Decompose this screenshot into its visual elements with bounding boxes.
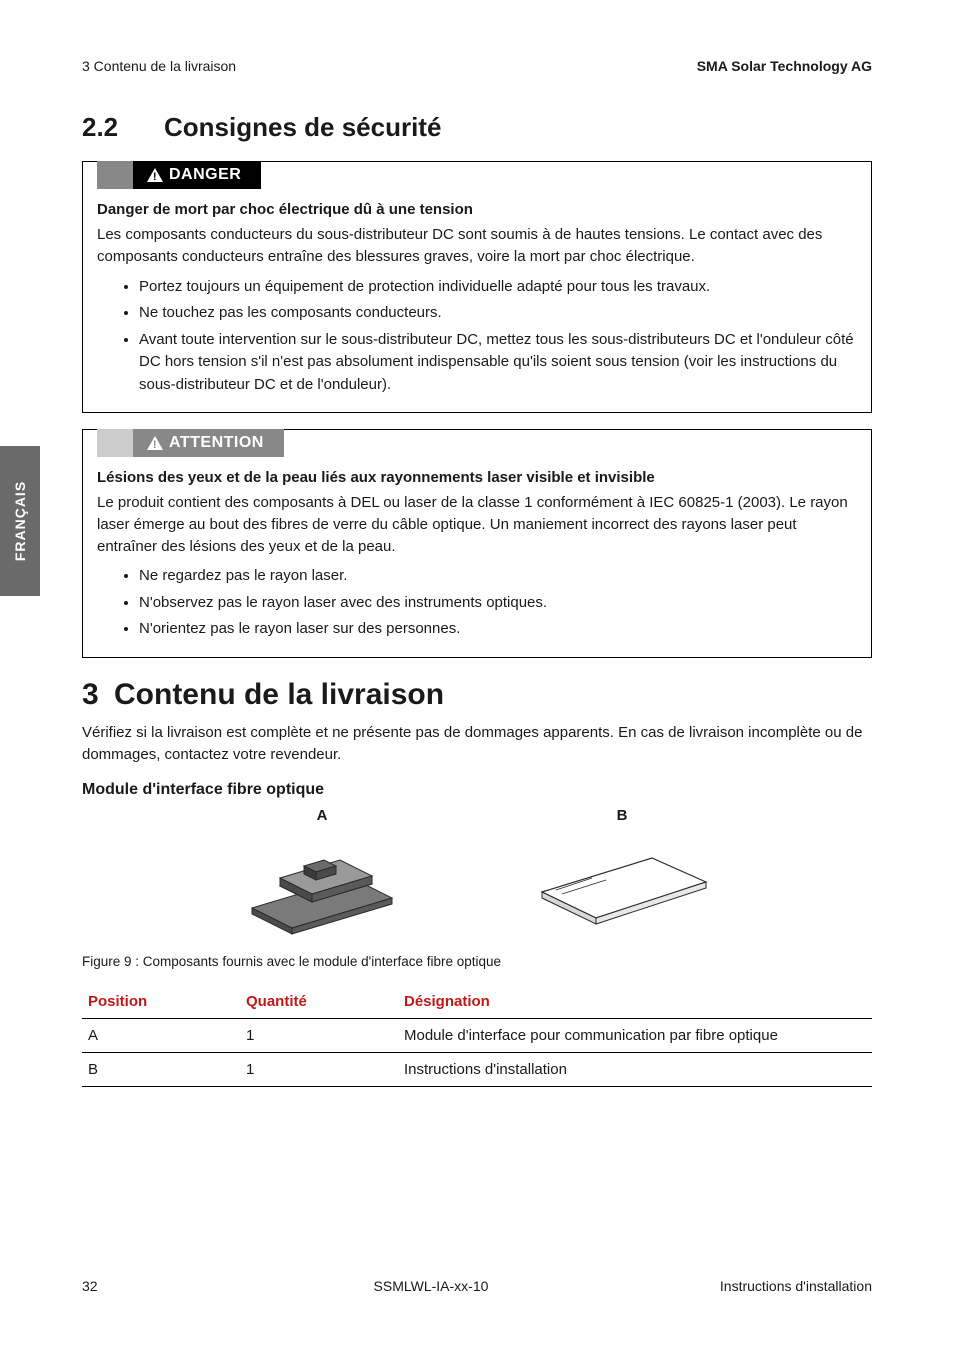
danger-body: Danger de mort par choc électrique dû à … — [97, 201, 857, 396]
col-designation: Désignation — [398, 985, 872, 1019]
attention-body: Lésions des yeux et de la peau liés aux … — [97, 469, 857, 641]
warning-triangle-icon: ! — [147, 436, 163, 450]
danger-bullet: Portez toujours un équipement de protect… — [139, 276, 857, 299]
svg-text:!: ! — [153, 171, 157, 182]
danger-header: ! DANGER — [97, 161, 261, 189]
cell-quantity: 1 — [240, 1019, 398, 1053]
running-header: 3 Contenu de la livraison SMA Solar Tech… — [82, 58, 872, 74]
cell-position: B — [82, 1053, 240, 1087]
danger-box: ! DANGER Danger de mort par choc électri… — [82, 161, 872, 413]
heading-2-2-number: 2.2 — [82, 112, 164, 143]
section-3-intro: Vérifiez si la livraison est complète et… — [82, 722, 872, 766]
heading-3-number: 3 — [82, 678, 114, 712]
page-content: 3 Contenu de la livraison SMA Solar Tech… — [0, 0, 954, 1087]
figure-9: A B — [82, 807, 872, 940]
attention-title: Lésions des yeux et de la peau liés aux … — [97, 469, 857, 486]
danger-bullets: Portez toujours un équipement de protect… — [97, 276, 857, 397]
col-quantity: Quantité — [240, 985, 398, 1019]
figure-9-item-b: B — [522, 807, 722, 940]
danger-bullet: Avant toute intervention sur le sous-dis… — [139, 329, 857, 397]
doc-id: SSMLWL-IA-xx-10 — [374, 1278, 489, 1294]
subheading-module: Module d'interface fibre optique — [82, 781, 872, 799]
page-number: 32 — [82, 1278, 142, 1294]
table-row: A 1 Module d'interface pour communicatio… — [82, 1019, 872, 1053]
danger-bullet: Ne touchez pas les composants conducteur… — [139, 302, 857, 325]
delivery-table: Position Quantité Désignation A 1 Module… — [82, 985, 872, 1087]
attention-header: ! ATTENTION — [97, 429, 284, 457]
heading-3: 3Contenu de la livraison — [82, 678, 872, 712]
attention-box: ! ATTENTION Lésions des yeux et de la pe… — [82, 429, 872, 658]
col-position: Position — [82, 985, 240, 1019]
svg-text:!: ! — [153, 439, 157, 450]
heading-2-2: 2.2Consignes de sécurité — [82, 112, 872, 143]
module-illustration-icon — [232, 830, 412, 940]
attention-bullet: Ne regardez pas le rayon laser. — [139, 565, 857, 588]
danger-label: DANGER — [169, 166, 241, 184]
figure-9-caption: Figure 9 : Composants fournis avec le mo… — [82, 954, 872, 969]
heading-2-2-title: Consignes de sécurité — [164, 112, 441, 142]
cell-designation: Module d'interface pour communication pa… — [398, 1019, 872, 1053]
cell-position: A — [82, 1019, 240, 1053]
danger-paragraph: Les composants conducteurs du sous-distr… — [97, 224, 857, 268]
footer-right: Instructions d'installation — [720, 1278, 872, 1294]
figure-9-item-a: A — [232, 807, 412, 940]
table-row: B 1 Instructions d'installation — [82, 1053, 872, 1087]
danger-title: Danger de mort par choc électrique dû à … — [97, 201, 857, 218]
manual-illustration-icon — [522, 830, 722, 940]
attention-paragraph: Le produit contient des composants à DEL… — [97, 492, 857, 557]
warning-triangle-icon: ! — [147, 168, 163, 182]
header-left: 3 Contenu de la livraison — [82, 58, 236, 74]
heading-3-title: Contenu de la livraison — [114, 678, 444, 711]
header-right: SMA Solar Technology AG — [697, 58, 872, 74]
attention-bullet: N'observez pas le rayon laser avec des i… — [139, 592, 857, 615]
attention-bullets: Ne regardez pas le rayon laser. N'observ… — [97, 565, 857, 641]
attention-label: ATTENTION — [169, 434, 264, 452]
figure-label-b: B — [522, 807, 722, 824]
running-footer: 32 SSMLWL-IA-xx-10 Instructions d'instal… — [82, 1278, 872, 1294]
attention-bullet: N'orientez pas le rayon laser sur des pe… — [139, 618, 857, 641]
table-header-row: Position Quantité Désignation — [82, 985, 872, 1019]
figure-label-a: A — [232, 807, 412, 824]
cell-quantity: 1 — [240, 1053, 398, 1087]
cell-designation: Instructions d'installation — [398, 1053, 872, 1087]
